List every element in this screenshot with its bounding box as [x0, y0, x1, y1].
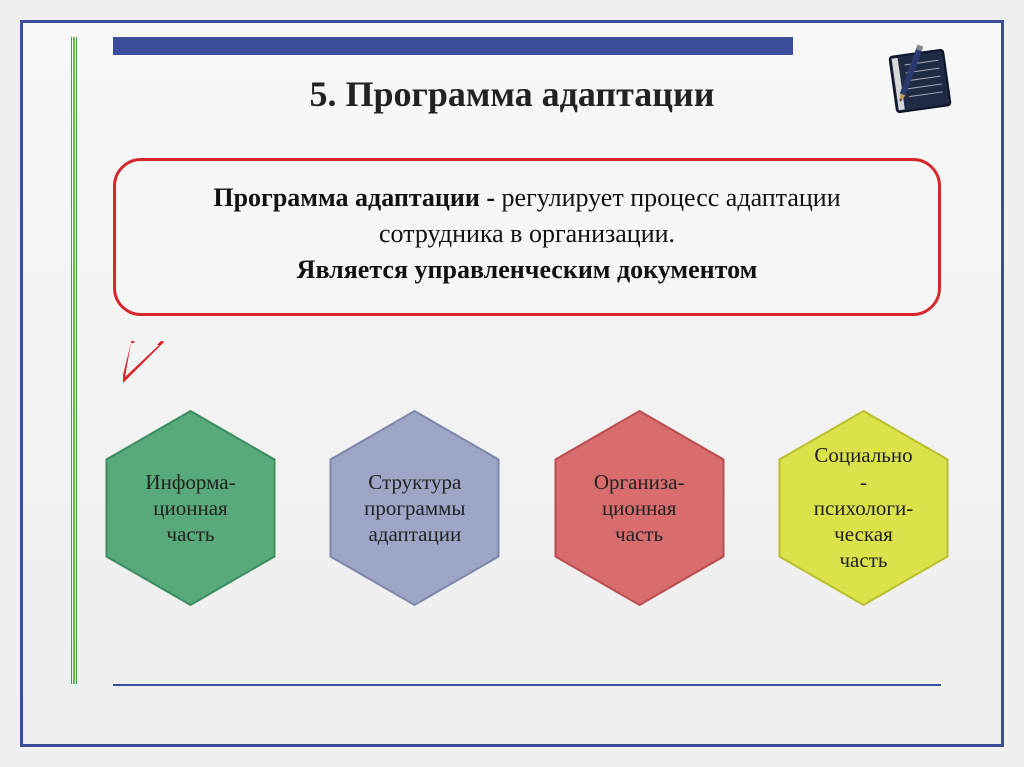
callout-line: сотрудника в организации. — [146, 219, 908, 249]
side-rail — [71, 37, 77, 684]
hexagon: Структурапрограммыадаптации — [317, 403, 512, 613]
hexagon: Информа-ционнаячасть — [93, 403, 288, 613]
side-rail-stripe — [73, 37, 74, 684]
definition-callout: Программа адаптации - регулирует процесс… — [113, 158, 941, 316]
callout-text: регулирует процесс адаптации — [502, 183, 841, 212]
top-bar — [113, 37, 793, 55]
hexagon-row: Информа-ционнаячасть Структурапрограммыад… — [93, 403, 961, 613]
callout-emphasis: Является управленческим документом — [146, 255, 908, 285]
slide-frame: 5. Программа адаптации Программа адаптац… — [20, 20, 1004, 747]
hexagon: Организа-ционнаячасть — [542, 403, 737, 613]
side-rail-stripe — [71, 37, 72, 684]
callout-term: Программа адаптации - — [213, 183, 501, 212]
hexagon-label: Социально-психологи-ческаячасть — [796, 442, 932, 573]
callout-tail — [123, 341, 203, 401]
page-title: 5. Программа адаптации — [113, 73, 911, 115]
side-rail-stripe — [76, 37, 77, 684]
hexagon: Социально-психологи-ческаячасть — [766, 403, 961, 613]
hexagon-label: Структурапрограммыадаптации — [346, 469, 483, 548]
hexagon-label: Организа-ционнаячасть — [576, 469, 703, 548]
hexagon-label: Информа-ционнаячасть — [127, 469, 253, 548]
bottom-rule — [113, 684, 941, 686]
callout-line: Программа адаптации - регулирует процесс… — [146, 183, 908, 213]
